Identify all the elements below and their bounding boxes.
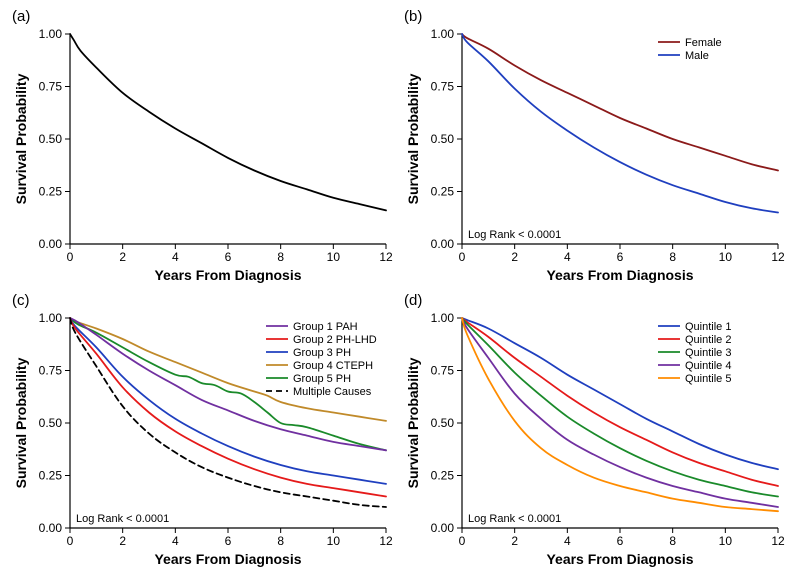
- log-rank-annotation: Log Rank < 0.0001: [468, 513, 561, 525]
- y-tick-label: 1.00: [39, 311, 63, 325]
- legend-label: Male: [685, 50, 709, 62]
- x-tick-label: 10: [719, 250, 733, 264]
- panel-label-b: (b): [404, 8, 422, 25]
- y-tick-label: 0.00: [431, 521, 455, 535]
- x-tick-label: 0: [459, 534, 466, 548]
- panel-b: (b) 0 2 4 6 8 10 12 0.00 0.25 0.50 0.75 1.00 Survival…: [400, 8, 792, 290]
- legend-label: Group 5 PH: [293, 373, 351, 385]
- legend-label: Quintile 2: [685, 334, 731, 346]
- x-tick-label: 0: [67, 250, 74, 264]
- panel-label-a: (a): [12, 8, 30, 25]
- x-tick-label: 10: [327, 250, 341, 264]
- legend-label: Quintile 1: [685, 321, 731, 333]
- x-tick-label: 0: [67, 534, 74, 548]
- series-line: [462, 34, 778, 213]
- legend-label: Quintile 3: [685, 347, 731, 359]
- y-tick-label: 0.50: [39, 416, 63, 430]
- y-tick-label: 0.25: [431, 185, 455, 199]
- y-tick-label: 0.75: [431, 80, 455, 94]
- log-rank-annotation: Log Rank < 0.0001: [468, 229, 561, 241]
- x-tick-label: 10: [327, 534, 341, 548]
- y-tick-label: 0.75: [39, 364, 63, 378]
- legend-label: Female: [685, 37, 722, 49]
- legend-label: Multiple Causes: [293, 386, 372, 398]
- y-tick-label: 1.00: [431, 311, 455, 325]
- legend-label: Group 3 PH: [293, 347, 351, 359]
- x-tick-label: 4: [172, 250, 179, 264]
- y-tick-label: 1.00: [39, 27, 63, 41]
- x-axis-label: Years From Diagnosis: [154, 551, 301, 567]
- x-tick-label: 4: [564, 534, 571, 548]
- x-tick-label: 6: [617, 534, 624, 548]
- y-tick-label: 1.00: [431, 27, 455, 41]
- panel-c: (c) 0 2 4 6 8 10 12 0.00 0.25 0.50 0.75 1.00 Survival…: [8, 292, 400, 574]
- y-tick-label: 0.25: [431, 469, 455, 483]
- x-tick-label: 0: [459, 250, 466, 264]
- y-tick-label: 0.00: [431, 237, 455, 251]
- y-axis-label: Survival Probability: [13, 357, 29, 488]
- series-line: [70, 34, 386, 210]
- panel-label-d: (d): [404, 292, 422, 309]
- x-tick-label: 2: [119, 250, 126, 264]
- y-tick-label: 0.50: [431, 416, 455, 430]
- x-tick-label: 4: [564, 250, 571, 264]
- x-tick-label: 12: [379, 250, 393, 264]
- panel-label-c: (c): [12, 292, 30, 309]
- x-axis-label: Years From Diagnosis: [154, 267, 301, 283]
- y-tick-label: 0.75: [39, 80, 63, 94]
- log-rank-annotation: Log Rank < 0.0001: [76, 513, 169, 525]
- legend-label: Group 4 CTEPH: [293, 360, 373, 372]
- legend-label: Group 2 PH-LHD: [293, 334, 377, 346]
- y-axis-label: Survival Probability: [405, 73, 421, 204]
- x-axis-label: Years From Diagnosis: [546, 551, 693, 567]
- x-tick-label: 8: [277, 250, 284, 264]
- panel-d: (d) 0 2 4 6 8 10 12 0.00 0.25 0.50 0.75 1.00 Survival…: [400, 292, 792, 574]
- x-tick-label: 8: [277, 534, 284, 548]
- x-tick-label: 10: [719, 534, 733, 548]
- y-tick-label: 0.25: [39, 185, 63, 199]
- plot-b: 0 2 4 6 8 10 12 0.00 0.25 0.50 0.75 1.00 Survival Pr…: [400, 8, 792, 290]
- series-line: [462, 34, 778, 171]
- legend-label: Quintile 4: [685, 360, 731, 372]
- x-tick-label: 6: [225, 250, 232, 264]
- y-axis-label: Survival Probability: [405, 357, 421, 488]
- x-tick-label: 6: [225, 534, 232, 548]
- x-tick-label: 4: [172, 534, 179, 548]
- legend-label: Quintile 5: [685, 373, 731, 385]
- y-tick-label: 0.50: [431, 132, 455, 146]
- x-tick-label: 12: [771, 250, 785, 264]
- x-tick-label: 8: [669, 250, 676, 264]
- y-tick-label: 0.75: [431, 364, 455, 378]
- x-tick-label: 12: [379, 534, 393, 548]
- x-axis-label: Years From Diagnosis: [546, 267, 693, 283]
- x-tick-label: 2: [511, 534, 518, 548]
- panel-a: (a) 0 2 4 6 8 10 12 0.00 0.25 0.50 0.75 1.00 Survival…: [8, 8, 400, 290]
- legend-label: Group 1 PAH: [293, 321, 358, 333]
- x-tick-label: 2: [511, 250, 518, 264]
- y-axis-label: Survival Probability: [13, 73, 29, 204]
- plot-d: 0 2 4 6 8 10 12 0.00 0.25 0.50 0.75 1.00 Survival Pr…: [400, 292, 792, 574]
- x-tick-label: 2: [119, 534, 126, 548]
- x-tick-label: 8: [669, 534, 676, 548]
- y-tick-label: 0.00: [39, 237, 63, 251]
- survival-figure: (a) 0 2 4 6 8 10 12 0.00 0.25 0.50 0.75 1.00 Survival…: [0, 0, 800, 580]
- y-tick-label: 0.00: [39, 521, 63, 535]
- y-tick-label: 0.50: [39, 132, 63, 146]
- y-tick-label: 0.25: [39, 469, 63, 483]
- x-tick-label: 6: [617, 250, 624, 264]
- plot-c: 0 2 4 6 8 10 12 0.00 0.25 0.50 0.75 1.00 Survival Pr…: [8, 292, 400, 574]
- plot-a: 0 2 4 6 8 10 12 0.00 0.25 0.50 0.75 1.00 Survival Pr…: [8, 8, 400, 290]
- x-tick-label: 12: [771, 534, 785, 548]
